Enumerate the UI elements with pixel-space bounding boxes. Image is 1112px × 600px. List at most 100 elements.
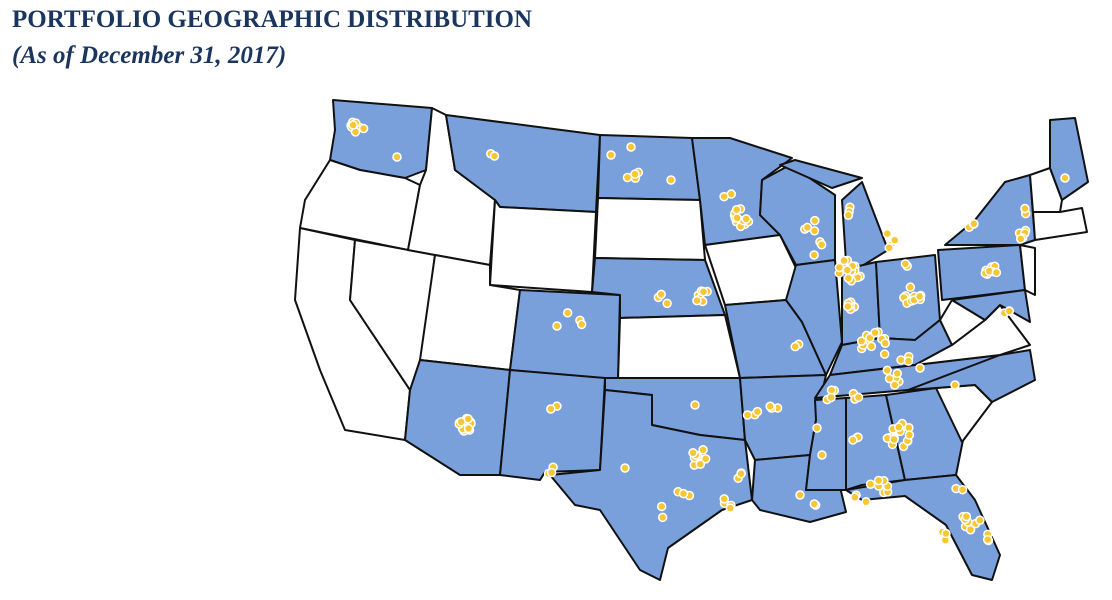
southern-new-england — [1032, 207, 1088, 241]
property-marker — [843, 301, 853, 312]
property-marker — [896, 355, 906, 365]
subtitle: (As of December 31, 2017) — [12, 42, 287, 69]
property-marker — [889, 380, 900, 390]
property-marker — [842, 265, 853, 275]
illinois — [785, 259, 843, 376]
michigan — [841, 181, 889, 267]
property-marker — [839, 255, 849, 266]
property-marker — [392, 152, 402, 162]
property-marker — [890, 235, 900, 245]
property-marker — [657, 512, 668, 523]
property-marker — [698, 445, 708, 455]
property-marker — [348, 120, 358, 130]
property-marker — [882, 228, 893, 239]
property-marker — [957, 484, 968, 495]
property-marker — [834, 262, 845, 273]
property-marker — [810, 215, 820, 226]
property-marker — [850, 492, 860, 502]
property-marker — [809, 226, 820, 236]
property-marker — [866, 341, 877, 352]
property-marker — [880, 338, 891, 348]
kansas — [617, 314, 741, 381]
states — [294, 99, 1089, 581]
property-marker — [620, 463, 630, 473]
property-marker — [816, 239, 827, 250]
texas — [549, 389, 753, 581]
property-marker — [719, 494, 729, 504]
property-marker — [884, 373, 895, 384]
property-marker — [812, 423, 822, 433]
property-marker — [879, 349, 890, 359]
new-jersey — [1019, 244, 1036, 296]
property-marker — [853, 392, 864, 403]
property-marker — [950, 380, 960, 390]
title: PORTFOLIO GEOGRAPHIC DISTRIBUTION — [12, 6, 533, 33]
property-marker — [725, 503, 736, 513]
property-marker — [795, 490, 805, 500]
property-marker — [736, 469, 746, 479]
property-marker — [678, 488, 689, 499]
property-marker — [904, 430, 915, 440]
property-marker — [692, 295, 702, 306]
property-marker — [905, 282, 916, 292]
property-marker — [790, 341, 800, 352]
iowa — [704, 234, 797, 306]
property-marker — [732, 213, 742, 223]
maine — [1049, 117, 1089, 201]
north-dakota — [597, 134, 701, 201]
property-marker — [552, 321, 562, 331]
property-marker — [666, 175, 676, 185]
property-marker — [975, 515, 985, 525]
michigan-upper — [779, 159, 863, 189]
property-marker — [719, 191, 729, 202]
property-marker — [688, 448, 698, 458]
property-marker — [961, 511, 972, 522]
property-marker — [695, 459, 706, 469]
property-marker — [662, 298, 672, 309]
property-marker — [884, 243, 894, 253]
property-marker — [546, 467, 557, 478]
property-marker — [809, 499, 820, 509]
property-marker — [969, 219, 979, 229]
property-marker — [698, 286, 709, 297]
property-marker — [843, 273, 854, 283]
property-marker — [741, 214, 751, 224]
property-marker — [752, 406, 763, 417]
property-marker — [941, 528, 951, 539]
property-marker — [991, 267, 1002, 278]
property-marker — [870, 327, 880, 338]
property-marker — [622, 172, 633, 183]
property-marker — [489, 151, 500, 161]
property-marker — [546, 404, 556, 414]
arizona — [404, 359, 511, 476]
property-marker — [1060, 173, 1070, 183]
property-marker — [894, 422, 904, 432]
property-marker — [562, 308, 573, 318]
property-marker — [965, 524, 976, 535]
property-marker — [1004, 306, 1015, 316]
property-marker — [915, 363, 925, 373]
property-markers — [346, 117, 1070, 546]
property-marker — [900, 259, 911, 269]
property-marker — [656, 501, 667, 512]
colorado — [509, 289, 621, 381]
property-marker — [873, 475, 884, 486]
property-marker — [903, 356, 914, 366]
property-marker — [861, 497, 871, 507]
property-marker — [690, 400, 700, 410]
wyoming — [489, 199, 597, 293]
property-marker — [742, 410, 753, 420]
property-marker — [456, 417, 466, 427]
property-marker — [576, 319, 587, 330]
property-marker — [606, 150, 616, 160]
property-marker — [731, 204, 742, 215]
maryland — [951, 289, 1031, 323]
property-marker — [463, 423, 474, 434]
florida — [845, 474, 1001, 581]
property-marker — [865, 479, 876, 489]
property-marker — [892, 368, 903, 379]
property-marker — [817, 450, 827, 460]
property-marker — [982, 534, 993, 545]
property-marker — [358, 123, 369, 134]
